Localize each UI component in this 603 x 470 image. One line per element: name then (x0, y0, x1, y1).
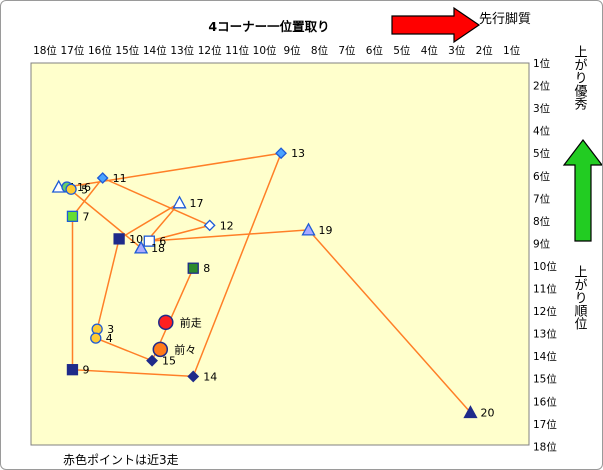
data-point: 11 (96, 172, 127, 185)
green-up-arrow-icon (562, 139, 602, 242)
right-bottom-label: 上がり順位 (572, 265, 588, 330)
data-point: 8 (187, 262, 210, 275)
recent-race-point: 前走 (158, 314, 202, 331)
point-label: 6 (159, 235, 166, 248)
point-label: 13 (291, 147, 305, 160)
x-axis-ticks: 18位 17位 16位 15位 14位 13位 12位 11位 10位 9位 8位 7位 6位 5位 4位 3… (33, 44, 521, 57)
recent-point-label: 前走 (180, 315, 202, 329)
y-tick-label: 12位 (533, 305, 557, 318)
data-points: 116511717121319106188349151420 (51, 147, 494, 420)
y-axis-ticks: 1位 2位 3位 4位 5位 6位 7位 8位 9位 10位 11位 12位 13位 14位 15位 16位 1… (533, 57, 557, 453)
data-point: 15 (146, 355, 176, 368)
data-point: 13 (275, 147, 305, 160)
data-point: 17 (172, 195, 204, 210)
y-tick-label: 18位 (533, 440, 557, 453)
point-label: 14 (203, 370, 217, 383)
x-tick-label: 10位 (253, 44, 277, 57)
y-tick-label: 3位 (533, 102, 551, 115)
y-tick-label: 17位 (533, 418, 557, 431)
recent-race-point: 前々 (152, 341, 196, 358)
y-tick-label: 7位 (533, 192, 551, 205)
y-tick-label: 5位 (533, 147, 551, 160)
x-tick-label: 14位 (143, 44, 167, 57)
x-tick-label: 13位 (170, 44, 194, 57)
y-tick-label: 1位 (533, 57, 551, 70)
point-label: 9 (82, 364, 89, 377)
point-label: 8 (203, 262, 210, 275)
x-tick-label: 16位 (88, 44, 112, 57)
data-point: 10 (113, 233, 143, 246)
data-point: 19 (301, 222, 333, 237)
data-point: 14 (187, 370, 217, 383)
red-right-arrow-icon (391, 6, 481, 44)
y-tick-label: 13位 (533, 328, 557, 341)
point-label: 12 (220, 219, 234, 232)
point-label: 3 (107, 323, 114, 336)
point-label: 20 (480, 407, 494, 420)
x-tick-label: 18位 (33, 44, 57, 57)
point-label: 5 (81, 183, 88, 196)
top-arrow-label: 先行脚質 (479, 11, 531, 27)
point-label: 17 (190, 197, 204, 210)
data-point: 7 (66, 210, 89, 223)
x-tick-label: 11位 (225, 44, 249, 57)
x-tick-label: 15位 (115, 44, 139, 57)
point-label: 16 (77, 181, 91, 194)
x-tick-label: 5位 (393, 44, 411, 57)
y-tick-label: 16位 (533, 395, 557, 408)
point-label: 7 (82, 210, 89, 223)
footnote: 赤色ポイントは近3走 (63, 453, 179, 467)
data-point: 18 (133, 240, 165, 255)
y-tick-label: 15位 (533, 373, 557, 386)
y-tick-label: 2位 (533, 80, 551, 93)
y-tick-label: 8位 (533, 215, 551, 228)
x-tick-label: 7位 (338, 44, 356, 57)
right-top-label: 上がり優秀 (572, 45, 588, 111)
y-tick-label: 14位 (533, 350, 557, 363)
x-tick-label: 1位 (503, 44, 521, 57)
plot-area (30, 62, 530, 446)
data-point: 6 (143, 235, 166, 248)
x-tick-label: 6位 (366, 44, 384, 57)
point-label: 10 (129, 233, 143, 246)
point-label: 15 (162, 355, 176, 368)
point-label: 11 (113, 172, 127, 185)
y-tick-label: 6位 (533, 170, 551, 183)
y-tick-label: 10位 (533, 260, 557, 273)
x-tick-label: 17位 (61, 44, 85, 57)
point-label: 4 (106, 332, 113, 345)
data-point: 12 (203, 219, 234, 232)
y-tick-label: 4位 (533, 125, 551, 138)
x-tick-label: 8位 (311, 44, 329, 57)
y-tick-label: 9位 (533, 237, 551, 250)
data-point: 5 (65, 183, 88, 196)
x-tick-label: 4位 (421, 44, 439, 57)
point-label: 19 (319, 224, 333, 237)
x-tick-label: 12位 (198, 44, 222, 57)
data-point: 20 (463, 405, 494, 420)
x-tick-label: 9位 (283, 44, 301, 57)
point-label: 18 (151, 242, 165, 255)
recent-point-label: 前々 (174, 342, 196, 356)
data-point: 4 (90, 332, 113, 345)
x-tick-label: 2位 (476, 44, 494, 57)
x-tick-label: 3位 (448, 44, 466, 57)
chart-title: 4コーナー一位置取り (208, 19, 329, 34)
y-tick-label: 11位 (533, 283, 557, 296)
data-point: 9 (66, 364, 89, 377)
